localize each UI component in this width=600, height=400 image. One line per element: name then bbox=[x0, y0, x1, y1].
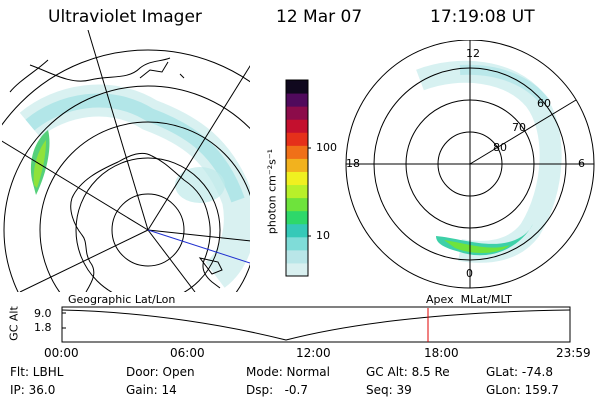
colorbar-segment bbox=[286, 171, 308, 186]
ip-readout: IP: 36.0 bbox=[10, 383, 56, 397]
filter-readout: Flt: LBHL bbox=[10, 365, 64, 379]
colorbar-segment bbox=[286, 184, 308, 199]
colorbar-segment bbox=[286, 262, 308, 277]
geographic-map-title: Geographic Lat/Lon bbox=[68, 293, 176, 306]
altitude-axis-label: GC Alt bbox=[7, 306, 21, 341]
gc-altitude-readout: GC Alt: 8.5 Re bbox=[366, 365, 450, 379]
mlat-label-80: 80 bbox=[493, 141, 507, 154]
aurora-emission-right bbox=[416, 60, 562, 263]
colorbar-segment bbox=[286, 145, 308, 159]
colorbar-segment bbox=[286, 132, 308, 146]
altitude-tick-low: 1.8 bbox=[34, 321, 52, 334]
mode-readout: Mode: Normal bbox=[246, 365, 330, 379]
mlt-label-18: 18 bbox=[346, 157, 360, 170]
colorbar-segment bbox=[286, 93, 308, 107]
time-tick-0000: 00:00 bbox=[44, 346, 79, 360]
colorbar-segment bbox=[286, 119, 308, 133]
sequence-readout: Seq: 39 bbox=[366, 383, 412, 397]
dsp-readout: Dsp: -0.7 bbox=[246, 383, 309, 397]
time-tick-2359: 23:59 bbox=[556, 346, 591, 360]
mlat-label-70: 70 bbox=[512, 121, 526, 134]
mlt-label-12: 12 bbox=[466, 47, 480, 60]
colorbar-segment bbox=[286, 158, 308, 172]
gain-readout: Gain: 14 bbox=[126, 383, 177, 397]
magnetic-map-title: Apex MLat/MLT bbox=[426, 293, 512, 306]
colorbar-tick-10: 10 bbox=[316, 229, 330, 242]
glat-readout: GLat: -74.8 bbox=[486, 365, 553, 379]
colorbar-segment bbox=[286, 236, 308, 251]
colorbar-segment bbox=[286, 197, 308, 212]
door-readout: Door: Open bbox=[126, 365, 195, 379]
image-time: 17:19:08 UT bbox=[430, 7, 535, 27]
colorbar bbox=[285, 79, 311, 277]
mlt-label-6: 6 bbox=[578, 157, 585, 170]
colorbar-border bbox=[285, 79, 309, 277]
colorbar-segment bbox=[286, 223, 308, 238]
magnetic-map bbox=[345, 40, 595, 289]
altitude-tick-high: 9.0 bbox=[34, 307, 52, 320]
colorbar-segment bbox=[286, 249, 308, 264]
colorbar-segment bbox=[286, 106, 308, 120]
time-tick-0600: 06:00 bbox=[170, 346, 205, 360]
instrument-title: Ultraviolet Imager bbox=[48, 7, 202, 27]
glon-readout: GLon: 159.7 bbox=[486, 383, 559, 397]
mlt-label-0: 0 bbox=[466, 267, 473, 280]
altitude-plot bbox=[61, 306, 571, 343]
mlat-label-60: 60 bbox=[537, 97, 551, 110]
time-tick-1800: 18:00 bbox=[424, 346, 459, 360]
geographic-map bbox=[2, 30, 250, 292]
colorbar-unit-label: photon cm⁻²s⁻¹ bbox=[265, 148, 279, 235]
time-tick-1200: 12:00 bbox=[296, 346, 331, 360]
colorbar-segment bbox=[286, 80, 308, 94]
colorbar-segment bbox=[286, 210, 308, 225]
image-date: 12 Mar 07 bbox=[276, 7, 363, 27]
colorbar-tick-100: 100 bbox=[316, 141, 337, 154]
